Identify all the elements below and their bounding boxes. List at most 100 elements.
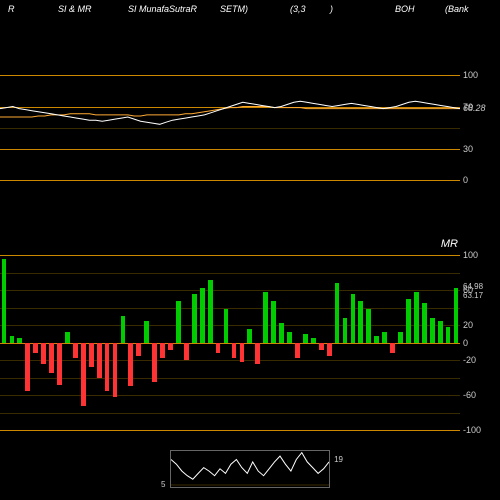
mini-line [171, 451, 329, 487]
mr-bar [57, 343, 62, 385]
mr-bar [89, 343, 94, 368]
header-item: BOH [395, 4, 415, 14]
rsi-value-label: 68.28 [463, 103, 486, 113]
mr-value-label: 64.98 [463, 282, 483, 291]
rsi-panel: 0307010068.28 [0, 75, 500, 180]
mr-bar [232, 343, 237, 359]
axis-label: 100 [463, 250, 478, 260]
mr-bar [33, 343, 38, 354]
grid-line [0, 430, 460, 431]
axis-label: -20 [463, 355, 476, 365]
mr-bar [343, 318, 348, 343]
mr-bar [200, 288, 205, 342]
mr-bar [216, 343, 221, 354]
mr-bar [192, 294, 197, 342]
mr-bar [224, 309, 229, 342]
mr-bar [73, 343, 78, 359]
header-item: SI MunafaSutraR [128, 4, 197, 14]
mr-bar [279, 323, 284, 342]
header-item: (Bank [445, 4, 469, 14]
mr-bar [113, 343, 118, 397]
mr-bar [374, 336, 379, 343]
axis-label: 0 [463, 175, 468, 185]
axis-label: 20 [463, 320, 473, 330]
mr-bar [295, 343, 300, 359]
mr-bar [311, 338, 316, 342]
mr-bar [366, 309, 371, 342]
axis-label: 30 [463, 144, 473, 154]
grid-line [0, 290, 460, 291]
grid-line [0, 273, 460, 274]
mr-title: MR [441, 238, 458, 250]
mr-bar [176, 301, 181, 343]
mr-value-label: 63.17 [463, 291, 483, 300]
grid-line [0, 413, 460, 414]
header-item: R [8, 4, 15, 14]
mini-panel: 519 [170, 450, 330, 488]
mr-bar [406, 299, 411, 343]
mr-bar [287, 332, 292, 343]
mr-bar [398, 332, 403, 343]
rsi-ma-line [0, 107, 460, 118]
header-item: SETM) [220, 4, 248, 14]
mr-bar [144, 321, 149, 343]
mr-bar [81, 343, 86, 406]
mr-bar [49, 343, 54, 374]
mr-bar [65, 332, 70, 343]
mr-bar [10, 336, 15, 343]
mr-bar [121, 316, 126, 342]
mr-bar [430, 318, 435, 343]
mr-bar [136, 343, 141, 356]
mr-bar [271, 301, 276, 343]
header-item: ) [330, 4, 333, 14]
mr-bar [335, 283, 340, 343]
mr-bar [128, 343, 133, 387]
mr-bar [184, 343, 189, 361]
mr-bar [382, 332, 387, 343]
mr-bar [358, 301, 363, 343]
rsi-line [0, 101, 460, 124]
grid-line [0, 325, 460, 326]
mr-bar [208, 280, 213, 343]
axis-label: 0 [463, 338, 468, 348]
mr-bar [2, 259, 7, 342]
header-item: SI & MR [58, 4, 92, 14]
axis-label: -60 [463, 390, 476, 400]
grid-line [0, 255, 460, 256]
mr-bar [303, 334, 308, 343]
mr-bar [160, 343, 165, 359]
mr-bar [41, 343, 46, 365]
mr-bar [17, 338, 22, 342]
header-item: (3,3 [290, 4, 306, 14]
mr-bar [414, 292, 419, 343]
mr-bar [247, 329, 252, 342]
mr-bar [390, 343, 395, 354]
mr-bar [97, 343, 102, 378]
mr-bar [255, 343, 260, 365]
mr-bar [152, 343, 157, 382]
mr-bar [263, 292, 268, 343]
mr-bar [319, 343, 324, 350]
grid-line [0, 360, 460, 361]
mr-bar [422, 303, 427, 342]
grid-line [0, 180, 460, 181]
mr-bar [240, 343, 245, 362]
mr-panel: -100-60-200206010064.9863.17 [0, 255, 500, 430]
mr-bar [454, 288, 459, 342]
mr-bar [105, 343, 110, 391]
mr-bar [446, 327, 451, 343]
mini-label-left: 5 [161, 480, 165, 489]
mr-bar [351, 294, 356, 342]
mr-bar [327, 343, 332, 356]
grid-line [0, 378, 460, 379]
mr-bar [168, 343, 173, 350]
chart-header: R SI & MR SI MunafaSutraR SETM) (3,3) BOH (Ban… [0, 4, 500, 18]
mr-bar [25, 343, 30, 391]
rsi-lines [0, 75, 460, 180]
mr-bar [438, 321, 443, 343]
axis-label: -100 [463, 425, 481, 435]
grid-line [0, 395, 460, 396]
mini-label-right: 19 [334, 455, 343, 464]
axis-label: 100 [463, 70, 478, 80]
grid-line [0, 308, 460, 309]
